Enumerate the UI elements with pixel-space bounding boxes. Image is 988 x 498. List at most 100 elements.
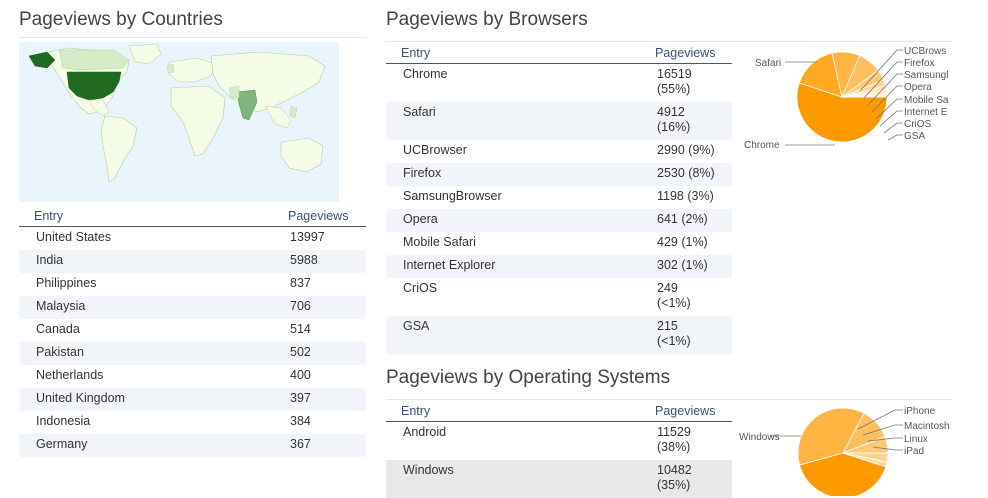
row-entry: Internet Explorer (403, 258, 496, 272)
row-entry: United Kingdom (36, 391, 125, 405)
browsers-table: Entry Pageviews Chrome 16519 (55%) Safari 49… (386, 43, 732, 354)
table-row[interactable]: Netherlands 400 (19, 365, 366, 388)
column-header-entry[interactable]: Entry (401, 404, 431, 418)
map-uk (166, 63, 175, 74)
pie-label: UCBrows (904, 46, 946, 57)
map-central-america (88, 99, 110, 117)
table-row[interactable]: Android 11529 (38%) (386, 422, 732, 460)
pie-label: Macintosh (904, 421, 950, 432)
row-entry: Android (403, 425, 447, 439)
table-row[interactable]: Mobile Safari 429 (1%) (386, 232, 732, 255)
table-header: Entry Pageviews (386, 401, 732, 422)
column-header-pageviews[interactable]: Pageviews (655, 404, 716, 418)
row-percentage: (55%) (657, 82, 691, 96)
column-header-pageviews[interactable]: Pageviews (288, 209, 349, 223)
row-pageviews: 1198 (3%) (657, 189, 714, 203)
pie-slice-safari[interactable] (798, 52, 843, 98)
row-pageviews: 514 (290, 322, 311, 336)
table-row[interactable]: Pakistan 502 (19, 342, 366, 365)
map-greenland (128, 43, 162, 65)
browsers-title: Pageviews by Browsers (386, 9, 588, 30)
countries-title: Pageviews by Countries (19, 9, 223, 30)
row-entry: UCBrowser (403, 143, 467, 157)
map-philippines (289, 105, 298, 119)
pie-label: iPad (904, 446, 924, 457)
row-entry: Safari (403, 105, 436, 119)
table-row[interactable]: Canada 514 (19, 319, 366, 342)
table-row[interactable]: Malaysia 706 (19, 296, 366, 319)
row-entry: Germany (36, 437, 88, 451)
map-asia (210, 51, 326, 113)
pie-slice-ipad[interactable] (842, 452, 888, 468)
row-entry: Opera (403, 212, 438, 226)
row-entry: Malaysia (36, 299, 86, 313)
pie-label: Linux (904, 434, 928, 445)
table-row[interactable]: UCBrowser 2990 (9%) (386, 140, 732, 163)
table-row[interactable]: Opera 641 (2%) (386, 209, 732, 232)
table-row[interactable]: Internet Explorer 302 (1%) (386, 255, 732, 278)
row-percentage: (35%) (657, 478, 691, 492)
row-pageviews: 16519 (657, 67, 692, 81)
row-percentage: (16%) (657, 120, 691, 134)
table-row[interactable]: SamsungBrowser 1198 (3%) (386, 186, 732, 209)
column-header-entry[interactable]: Entry (401, 46, 431, 60)
map-pakistan (228, 85, 240, 99)
table-row[interactable]: Safari 4912 (16%) (386, 102, 732, 140)
row-entry: Firefox (403, 166, 442, 180)
pie-label: Firefox (904, 58, 935, 69)
table-row[interactable]: United Kingdom 397 (19, 388, 366, 411)
row-pageviews: 429 (1%) (657, 235, 708, 249)
row-entry: Philippines (36, 276, 97, 290)
pie-label: Safari (755, 58, 781, 69)
row-pageviews: 10482 (657, 463, 692, 477)
table-header: Entry Pageviews (386, 43, 732, 64)
pie-label: Internet E (904, 107, 948, 118)
pie-slice-windows[interactable] (797, 407, 865, 466)
row-pageviews: 249 (657, 281, 678, 295)
row-pageviews: 11529 (657, 425, 691, 439)
pie-label: Windows (739, 432, 780, 443)
pie-slice-android[interactable] (799, 452, 887, 496)
row-entry: United States (36, 230, 112, 244)
row-percentage: (<1%) (657, 296, 691, 310)
row-entry: Pakistan (36, 345, 84, 359)
table-header: Entry Pageviews (19, 206, 366, 227)
column-header-entry[interactable]: Entry (34, 209, 64, 223)
table-row[interactable]: Windows 10482 (35%) (386, 460, 732, 498)
pie-label: iPhone (904, 406, 936, 417)
row-percentage: (38%) (657, 440, 691, 454)
pie-label: Chrome (744, 140, 780, 151)
os-table: Entry Pageviews Android 11529 (38%) Windows… (386, 401, 732, 498)
row-pageviews: 2990 (9%) (657, 143, 715, 157)
table-row[interactable]: Firefox 2530 (8%) (386, 163, 732, 186)
table-row[interactable]: Germany 367 (19, 434, 366, 457)
table-row[interactable]: Indonesia 384 (19, 411, 366, 434)
row-entry: GSA (403, 319, 430, 333)
world-map[interactable] (19, 42, 339, 202)
table-row[interactable]: India 5988 (19, 250, 366, 273)
map-united-states (66, 71, 122, 101)
row-entry: Canada (36, 322, 80, 336)
row-entry: Mobile Safari (403, 235, 476, 249)
row-entry: Chrome (403, 67, 448, 81)
row-pageviews: 502 (290, 345, 311, 359)
row-entry: Windows (403, 463, 454, 477)
pie-label: Samsungl (904, 70, 948, 81)
countries-title-rule (19, 37, 366, 38)
row-pageviews: 641 (2%) (657, 212, 708, 226)
row-pageviews: 5988 (290, 253, 318, 267)
column-header-pageviews[interactable]: Pageviews (655, 46, 716, 60)
table-row[interactable]: Chrome 16519 (55%) (386, 64, 732, 102)
table-row[interactable]: Philippines 837 (19, 273, 366, 296)
table-row[interactable]: GSA 215 (<1%) (386, 316, 732, 354)
row-pageviews: 706 (290, 299, 311, 313)
countries-table: Entry Pageviews United States 13997 India 5… (19, 206, 366, 457)
pie-label: GSA (904, 131, 925, 142)
table-row[interactable]: United States 13997 (19, 227, 366, 250)
row-percentage: (<1%) (657, 334, 691, 348)
map-southeast-asia (264, 105, 292, 129)
map-south-america (100, 115, 138, 183)
table-row[interactable]: CriOS 249 (<1%) (386, 278, 732, 316)
